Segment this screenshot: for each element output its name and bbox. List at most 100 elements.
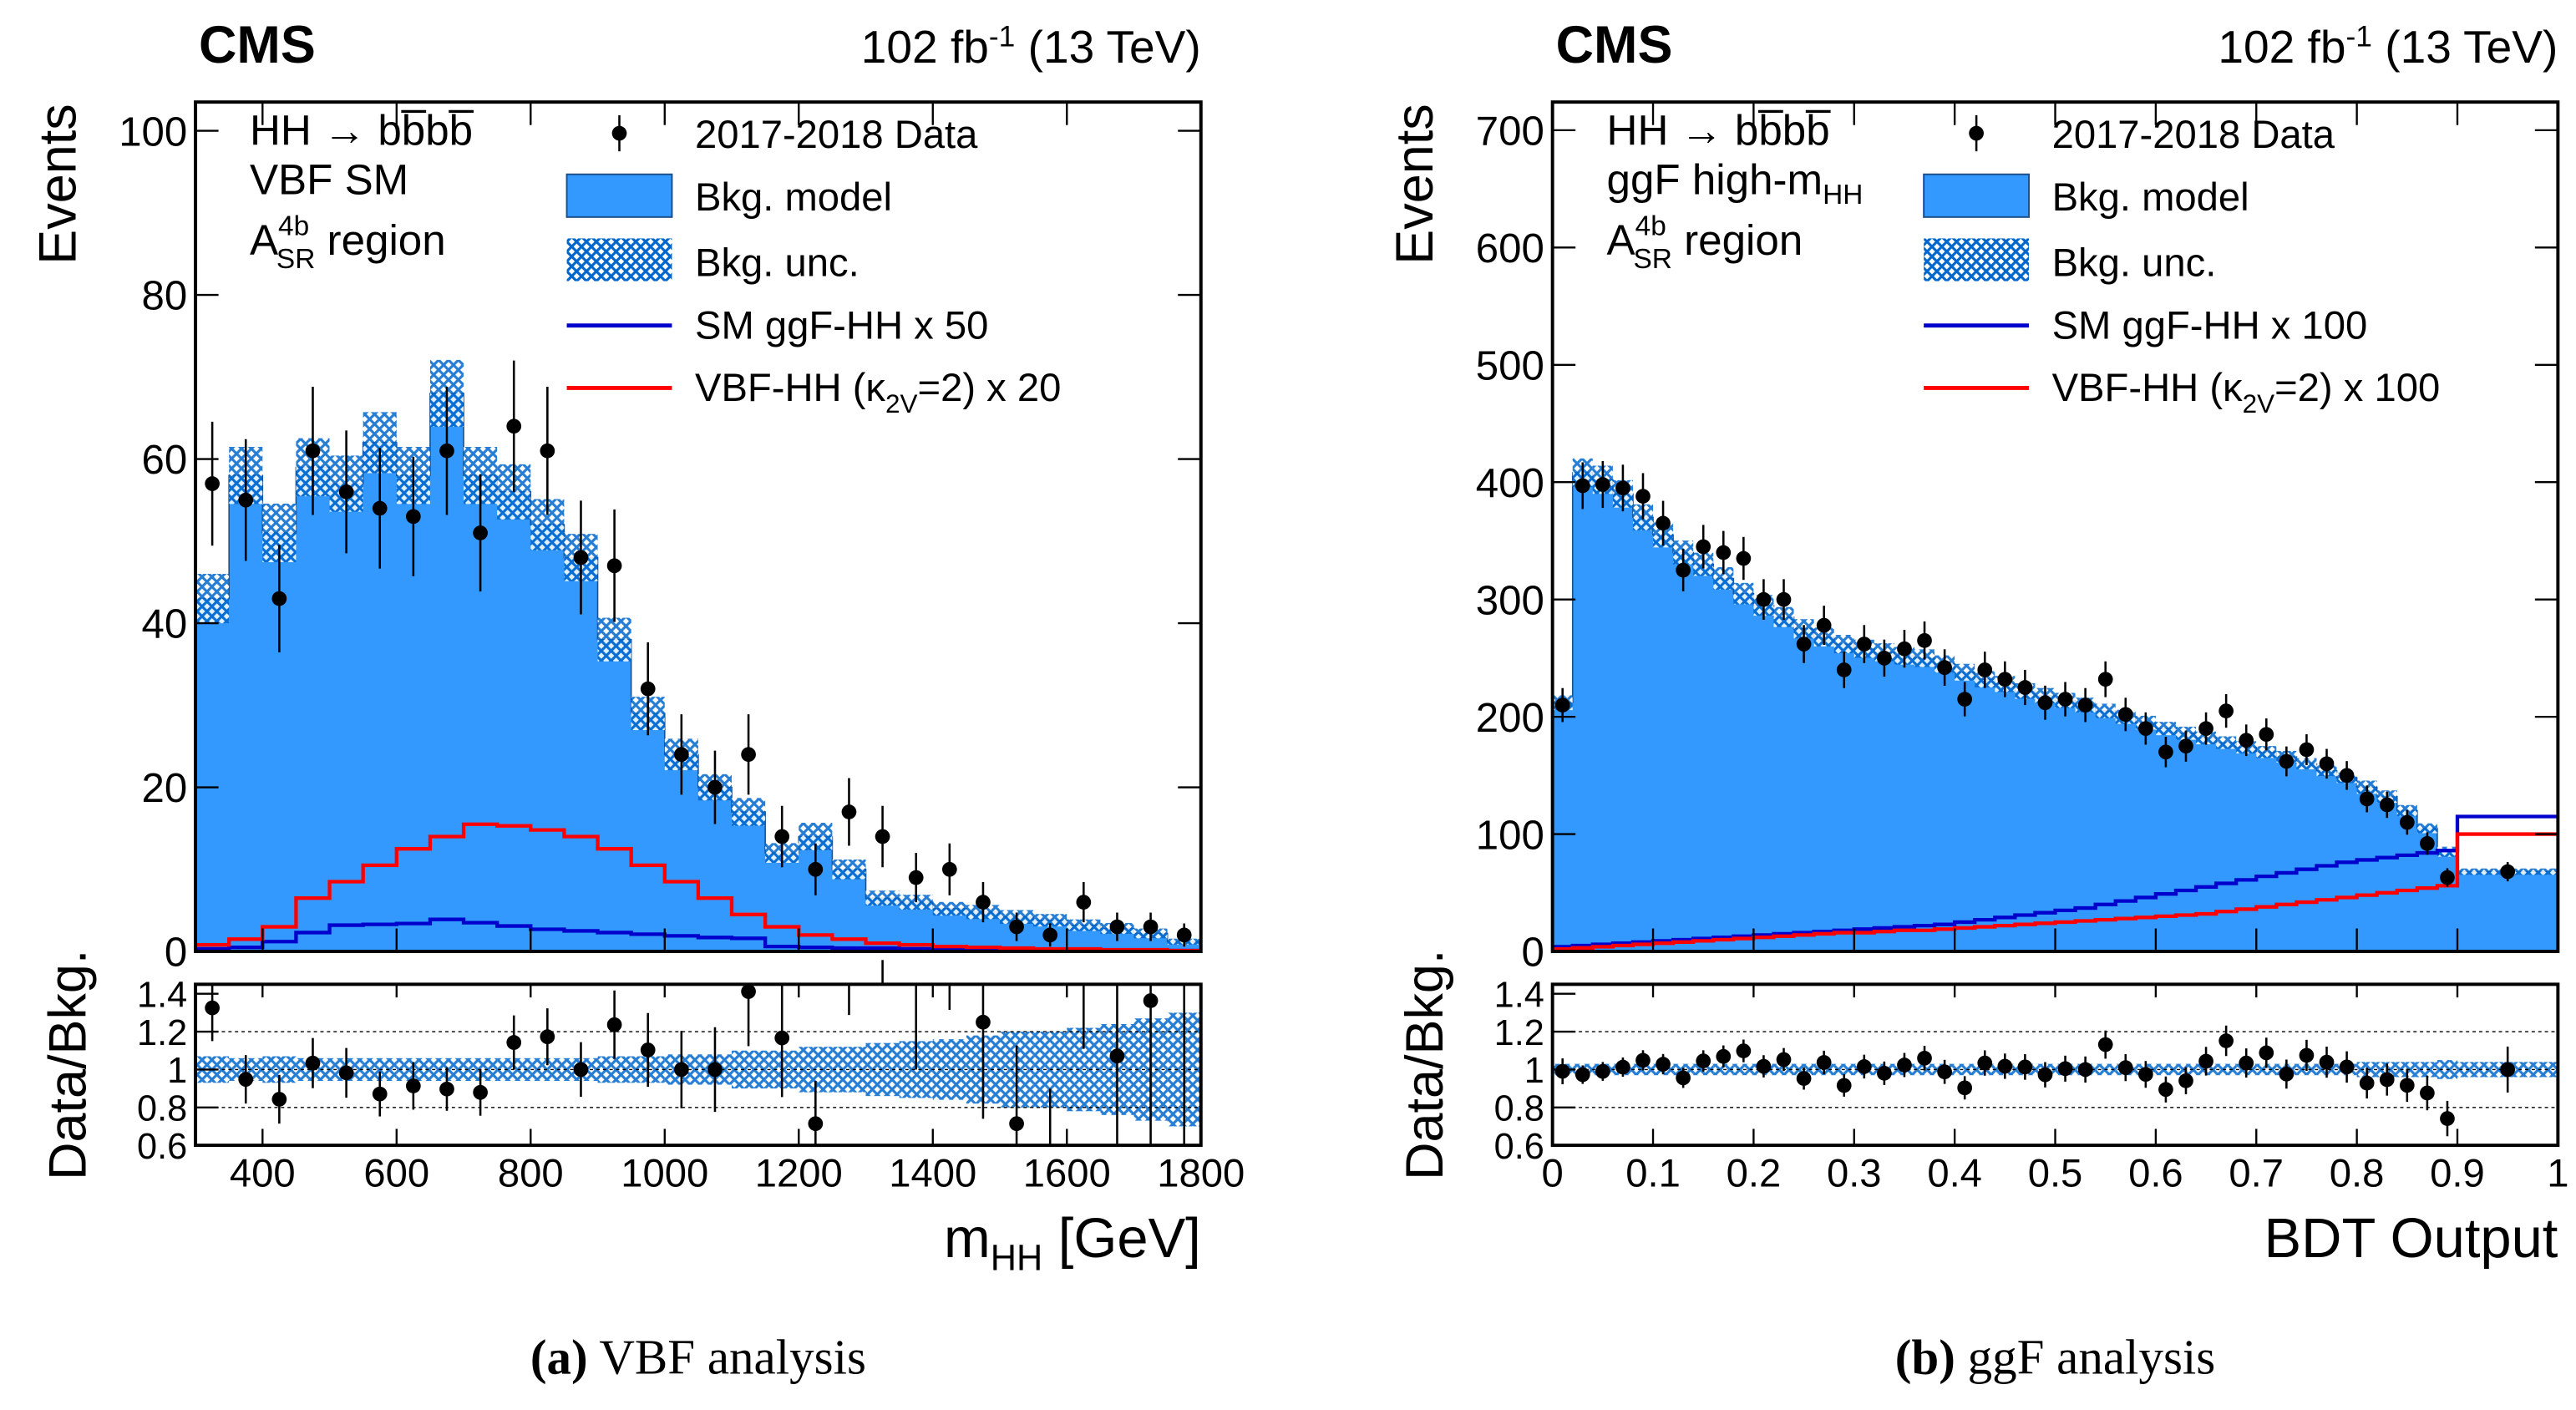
data-point [1076,895,1092,910]
data-point [2299,742,2315,758]
x-tick-label: 0.8 [2330,1151,2385,1195]
ratio-point [238,1072,254,1087]
legend-vbf-text2: =2) x 100 [2274,366,2440,410]
ratio-point [1816,1055,1832,1070]
x-tick-label: 1000 [621,1151,708,1195]
data-point [439,443,454,459]
ratio-point [1696,1053,1711,1068]
ratio-point [2158,1082,2173,1098]
legend-unc-label: Bkg. unc. [695,241,860,286]
ratio-point [338,1065,354,1081]
ratio-point [1595,1063,1610,1079]
data-point [1756,591,1772,607]
region-text: region [1672,216,1803,264]
ratio-point [506,1035,522,1050]
ratio-point [1575,1067,1590,1083]
x-tick-label: 400 [230,1151,296,1195]
ratio-point [808,1116,824,1132]
ratio-point [2379,1072,2395,1088]
data-point [1997,672,2013,687]
legend-unc-swatch [1924,238,2030,281]
data-point [1917,632,1932,648]
data-point [673,747,689,763]
x-axis-label-unit: [GeV] [1042,1207,1201,1270]
data-point [2117,707,2133,723]
data-point [205,476,220,491]
y-tick-label: 0 [165,930,187,976]
data-point [2500,864,2516,880]
data-point [1977,662,1993,677]
data-point [2440,870,2455,885]
legend-vbf-text2: =2) x 20 [918,366,1062,410]
x-axis-label-main: BDT Output [2264,1207,2558,1270]
data-point [908,870,924,885]
ratio-y-tick-label: 1 [167,1051,187,1091]
ratio-point [1977,1055,1993,1071]
lumi-exponent: -1 [2345,19,2371,53]
x-tick-label: 0.2 [1727,1151,1782,1195]
legend-data-label: 2017-2018 Data [695,113,978,157]
y-tick-label: 80 [142,273,188,319]
data-point [271,591,287,606]
data-point [506,418,522,434]
legend-vbf-sub: 2V [885,389,917,418]
data-point [540,443,555,459]
y-tick-label: 0 [1521,930,1544,976]
vbf-hh-line [1552,832,2558,951]
ratio-point [2178,1073,2193,1088]
legend-bkg-label: Bkg. model [695,175,892,220]
x-tick-label: 0.3 [1827,1151,1882,1195]
ratio-point [1957,1080,1973,1096]
data-point [640,681,656,697]
data-point [606,558,622,574]
bkg-unc-band [1955,663,1975,681]
ratio-point [1836,1078,1852,1093]
legend-data-marker [1969,125,1984,141]
ratio-y-tick-label: 1.4 [1494,975,1544,1015]
x-tick-label: 0.9 [2430,1151,2485,1195]
bkg-unc-band [732,798,766,826]
region-label: A4b SR region [250,210,446,274]
legend-data-label: 2017-2018 Data [2052,113,2335,157]
y-tick-label: 500 [1476,342,1544,388]
y-tick-label: 700 [1476,109,1544,155]
ratio-point [1109,1048,1125,1064]
lumi-label: 102 fb-1 (13 TeV) [861,19,1201,73]
x-tick-label: 0.5 [2028,1151,2083,1195]
data-point [1042,927,1058,943]
ratio-point [1877,1066,1892,1081]
legend-vbf-text: VBF-HH (κ [2052,366,2243,410]
data-point [2239,733,2254,748]
x-axis-label: mHH [GeV] [944,1207,1201,1279]
process-label: HH → bb̅bb̅ [250,106,474,154]
ratio-point [305,1055,321,1071]
y-axis-label: Events [28,104,87,264]
y-tick-label: 200 [1476,695,1544,741]
bkg-unc-band [2216,736,2237,749]
x-axis-label-sub: HH [991,1239,1043,1279]
ratio-y-tick-label: 1.2 [1494,1013,1544,1053]
y-tick-label: 600 [1476,226,1544,271]
legend-bkg-swatch [565,173,673,218]
ratio-point [1756,1058,1772,1074]
data-point [2017,680,2033,695]
ratio-unc-band [2256,1063,2277,1076]
ratio-point [1897,1058,1912,1073]
bkg-unc-band [865,890,900,906]
ratio-point [1856,1059,1872,1074]
ratio-y-tick-label: 0.8 [1494,1088,1544,1129]
ratio-point [205,1000,220,1016]
data-point [2037,695,2053,711]
y-axis-label: Events [1386,104,1444,264]
ratio-unc-band [1955,1063,1975,1076]
data-point [1554,697,1570,713]
legend-unc-label: Bkg. unc. [2052,241,2217,286]
caption-label: (b) [1895,1330,1955,1385]
bkg-unc-band [2256,746,2277,758]
bkg-unc-band [2416,823,2437,834]
ratio-point [606,1017,622,1032]
legend-bkg-label: Bkg. model [2052,175,2249,220]
region-label: A4b SR region [1607,210,1803,274]
x-tick-label: 0.4 [1927,1151,1982,1195]
